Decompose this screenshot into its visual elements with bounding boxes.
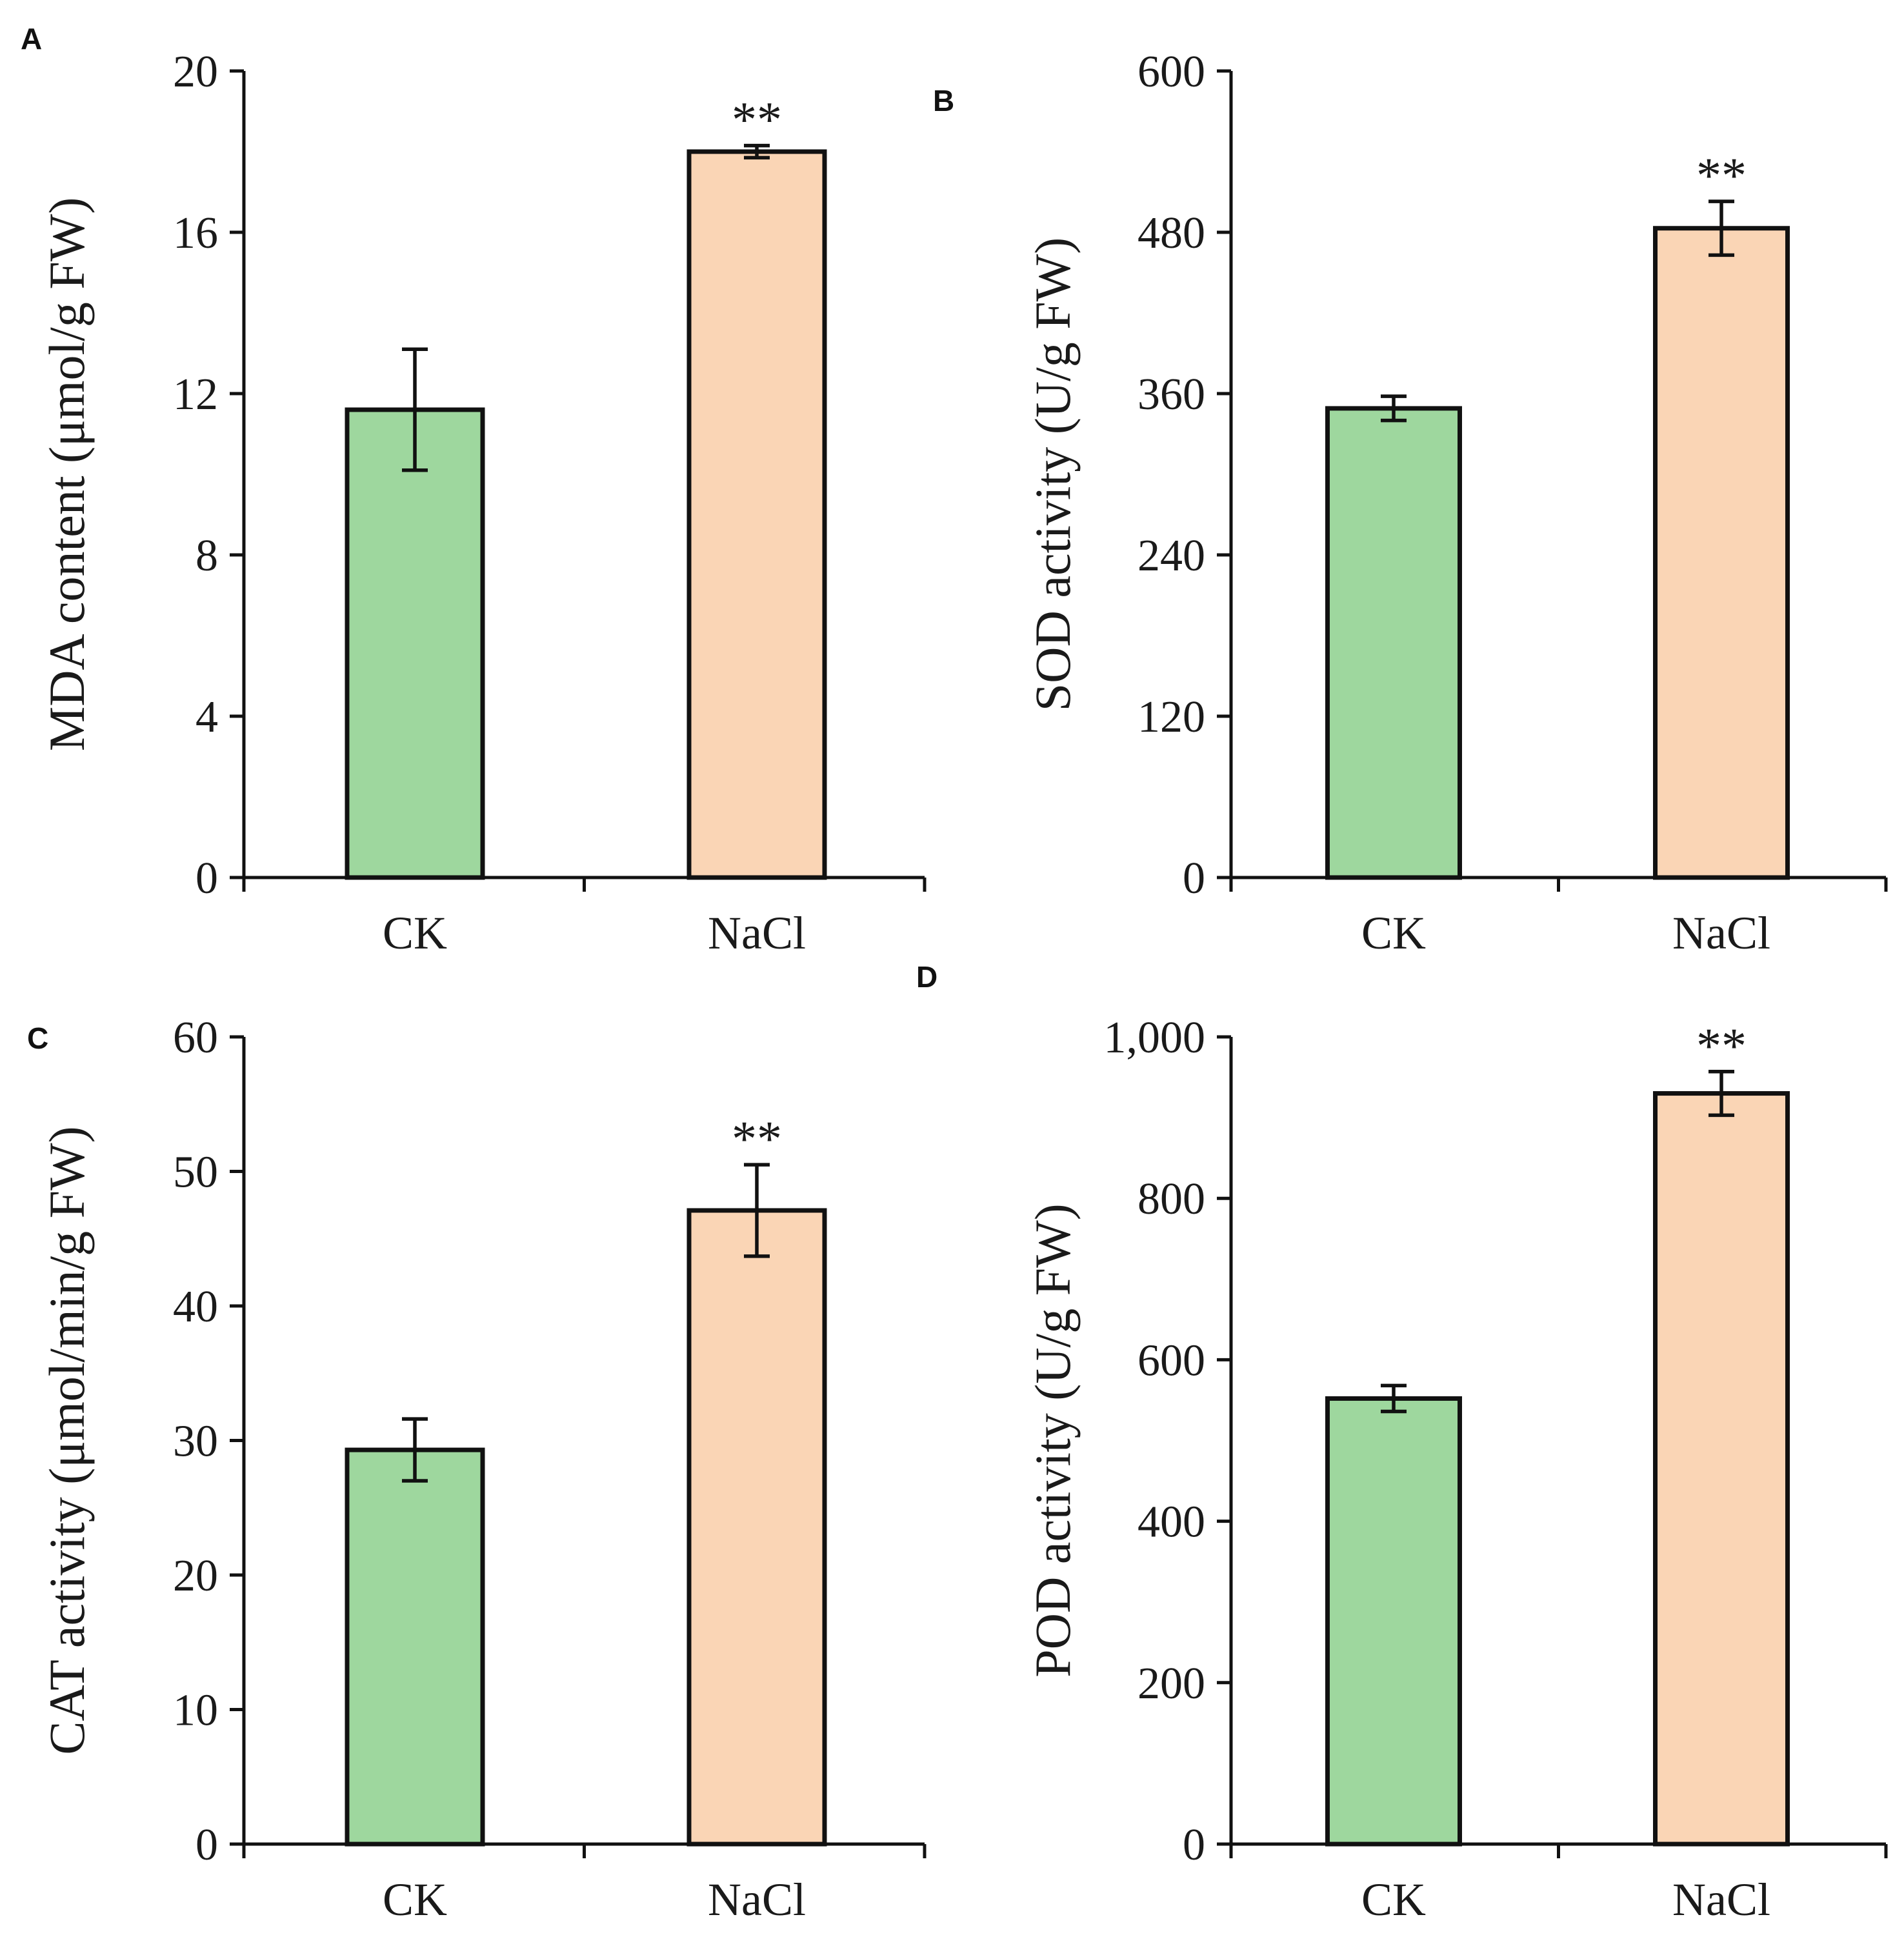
- bar-ck: [345, 1447, 485, 1847]
- bar-nacl: [686, 1208, 827, 1847]
- y-tick-label: 10: [173, 1686, 218, 1736]
- y-tick-label: 4: [195, 692, 218, 742]
- y-tick-label: 0: [195, 854, 218, 903]
- bar-nacl: [1653, 226, 1790, 880]
- category-label: CK: [383, 907, 447, 959]
- bar-ck: [1325, 406, 1462, 880]
- y-tick-label: 120: [1137, 692, 1205, 742]
- panel-a: A 0 4 8 12 16 20 CK NaCl ** MDA content (μmol/g FW…: [21, 22, 927, 959]
- y-tick-label: 800: [1137, 1174, 1205, 1224]
- panel-letter: B: [933, 84, 954, 117]
- significance-mark: **: [1696, 147, 1747, 203]
- y-tick-label: 200: [1137, 1659, 1205, 1709]
- y-axis-title: SOD activity (U/g FW): [1025, 237, 1081, 711]
- y-tick-label: 0: [1183, 854, 1205, 903]
- y-tick-label: 50: [173, 1148, 218, 1198]
- panel-letter: A: [21, 22, 42, 55]
- significance-mark: **: [732, 1110, 782, 1167]
- y-tick-label: 16: [173, 208, 218, 258]
- y-axis-title: CAT activity (μmol/min/g FW): [39, 1126, 95, 1754]
- category-label: NaCl: [708, 907, 806, 959]
- significance-mark: **: [1696, 1018, 1747, 1074]
- category-label: CK: [383, 1874, 447, 1925]
- bar-ck: [345, 407, 485, 880]
- category-label: NaCl: [1672, 907, 1770, 959]
- y-tick-label: 20: [173, 47, 218, 97]
- panel-letter: C: [27, 1021, 48, 1055]
- bar-nacl: [1653, 1091, 1790, 1847]
- y-tick-label: 240: [1137, 531, 1205, 581]
- y-tick-label: 360: [1137, 370, 1205, 419]
- y-tick-label: 12: [173, 370, 218, 419]
- y-tick-label: 8: [195, 531, 218, 581]
- y-tick-label: 480: [1137, 208, 1205, 258]
- y-axis-title: MDA content (μmol/g FW): [39, 197, 95, 752]
- panel-letter: D: [916, 960, 937, 994]
- category-label: CK: [1361, 907, 1426, 959]
- y-tick-label: 600: [1137, 47, 1205, 97]
- y-tick-label: 0: [1183, 1820, 1205, 1870]
- panel-b: B 0 120 240 360 480 600 CK NaCl ** SOD activity (U…: [933, 47, 1888, 959]
- significance-mark: **: [732, 92, 782, 148]
- y-tick-label: 1,000: [1104, 1013, 1206, 1063]
- y-tick-label: 600: [1137, 1336, 1205, 1385]
- y-tick-label: 60: [173, 1013, 218, 1063]
- bar-nacl: [686, 149, 827, 880]
- y-tick-label: 40: [173, 1282, 218, 1332]
- category-label: NaCl: [708, 1874, 806, 1925]
- panel-d: D 0 200 400 600 800 1,000 CK NaCl ** POD activity …: [916, 960, 1888, 1925]
- y-tick-label: 30: [173, 1417, 218, 1467]
- y-tick-label: 0: [195, 1820, 218, 1870]
- panel-c: C 0 10 20 30 40 50 60 CK NaCl ** CAT activity (μmol…: [27, 1013, 927, 1925]
- bar-ck: [1325, 1396, 1462, 1847]
- category-label: CK: [1361, 1874, 1426, 1925]
- y-tick-label: 20: [173, 1551, 218, 1601]
- category-label: NaCl: [1672, 1874, 1770, 1925]
- y-axis-title: POD activity (U/g FW): [1025, 1203, 1081, 1677]
- y-tick-label: 400: [1137, 1498, 1205, 1547]
